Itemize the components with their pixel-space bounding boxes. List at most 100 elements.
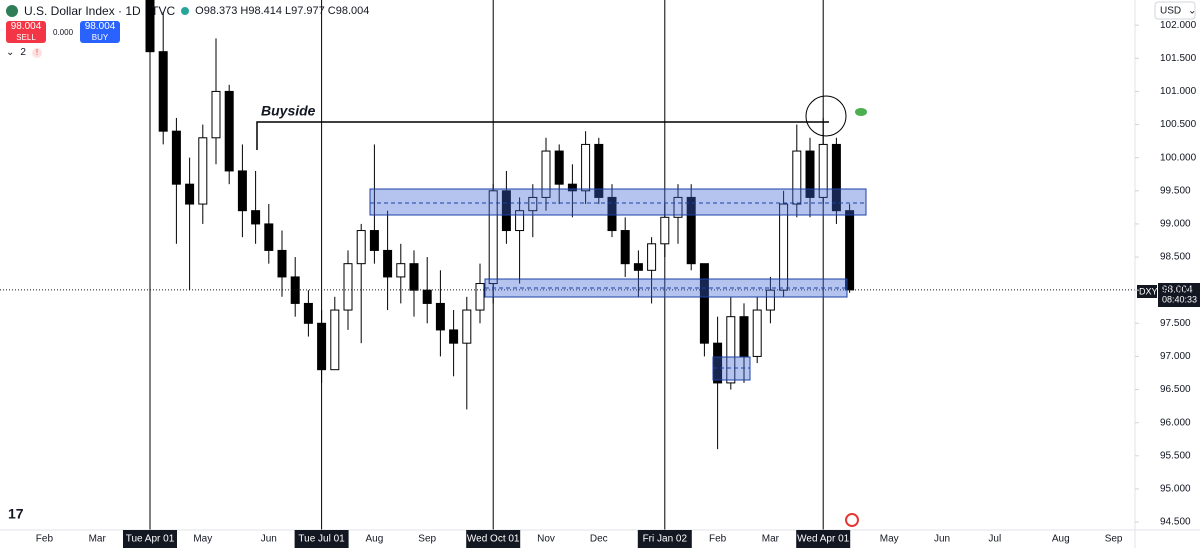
candle-body (581, 143, 591, 192)
event-icon (845, 513, 859, 527)
candle-body (779, 203, 789, 291)
y-tick-label: 98.500 (1160, 252, 1191, 263)
candle-body (660, 216, 670, 245)
countdown: 08:40:33 (1162, 294, 1197, 304)
x-tick-label: Jun (261, 534, 277, 545)
symbol-title[interactable]: U.S. Dollar Index · 1D · TVC (24, 4, 176, 18)
x-tick-label: Fri Jan 02 (643, 534, 688, 545)
symbol-logo (6, 5, 18, 17)
candle-body (541, 150, 551, 198)
candle-body (185, 183, 195, 205)
candle-body (171, 130, 181, 185)
candle-body (699, 263, 709, 344)
ohlc-label: L (284, 5, 292, 17)
candle-body (396, 263, 406, 278)
x-label-box (796, 530, 851, 548)
candle-body (237, 170, 247, 212)
indicator-count[interactable]: 2 (20, 47, 26, 58)
candle-body (673, 196, 683, 218)
buy-price: 98.004 (84, 21, 116, 32)
sell-price: 98.004 (10, 21, 42, 32)
candle-body (330, 309, 340, 371)
candle-body (356, 230, 366, 265)
buy-button[interactable]: 98.004 BUY (80, 21, 121, 43)
candle-body (765, 289, 775, 311)
y-tick-label: 96.500 (1160, 384, 1191, 395)
ohlc-value: 98.004 (335, 5, 370, 17)
status-dot (181, 7, 190, 15)
x-tick-label: Tue Jul 01 (298, 534, 345, 545)
candle-body (264, 223, 274, 251)
currency-select[interactable] (1154, 1, 1196, 20)
candle-body (409, 263, 419, 291)
candle-body (633, 263, 643, 271)
x-tick-label: Mar (762, 534, 780, 545)
warning-icon: ! (31, 47, 42, 58)
symbol: DXY (1139, 286, 1158, 296)
x-label-box (637, 530, 692, 548)
candle-body (831, 143, 841, 212)
zone (484, 278, 848, 298)
candle-body (317, 322, 327, 371)
x-tick-label: Aug (1052, 534, 1070, 545)
buy-label: BUY (91, 33, 109, 42)
ohlc-value: 98.373 (203, 5, 238, 17)
x-tick-label: Dec (590, 534, 608, 545)
candle-body (567, 183, 577, 192)
sell-button[interactable]: 98.004 SELL (6, 21, 46, 43)
x-label-box (466, 530, 521, 548)
candle-body (607, 196, 617, 232)
x-tick-label: Jul (988, 534, 1001, 545)
x-tick-label: May (193, 534, 212, 545)
candle-body (158, 51, 168, 132)
x-tick-label: Tue Apr 01 (126, 534, 175, 545)
ohlc-value: 97.977 (291, 5, 325, 17)
ohlc-label: C (327, 5, 336, 17)
zone (369, 188, 867, 216)
y-tick-label: 98.000 (1160, 285, 1191, 296)
x-tick-label: Feb (709, 534, 727, 545)
collapse-arrow[interactable]: ⌄ (6, 47, 15, 58)
x-label-box (294, 530, 349, 548)
candle-body (620, 230, 630, 265)
candle-body (594, 143, 604, 198)
x-tick-label: Mar (89, 534, 107, 545)
y-tick-label: 99.500 (1160, 185, 1191, 196)
x-tick-label: Wed Apr 01 (797, 534, 850, 545)
spread: 0.000 (53, 27, 74, 37)
candle-body (515, 210, 525, 232)
x-tick-label: Sep (418, 534, 436, 545)
sell-label: SELL (16, 33, 36, 42)
y-tick-label: 96.000 (1160, 417, 1191, 428)
candle-body (449, 329, 459, 344)
x-tick-label: May (880, 534, 899, 545)
candle-body (501, 190, 511, 232)
candle-body (792, 150, 802, 205)
currency[interactable]: USD (1160, 6, 1181, 17)
candle-body (554, 150, 564, 185)
circle (805, 95, 847, 137)
candle-body (422, 289, 432, 304)
candle-body (713, 342, 723, 384)
ohlc: O98.373 H98.414 L97.977 C98.004 (195, 5, 372, 17)
symbol-box (1137, 285, 1157, 298)
x-tick-label: Aug (366, 534, 384, 545)
x-tick-label: Jun (934, 534, 950, 545)
candle-body (343, 263, 353, 311)
candle-body (845, 210, 855, 291)
candle-body (647, 243, 657, 271)
price-tag: DXY 98.004 08:40:33 (1137, 283, 1200, 307)
y-tick-label: 100.500 (1160, 119, 1197, 130)
candle-body (475, 283, 485, 311)
candle-body (435, 302, 445, 331)
y-tick-label: 101.500 (1160, 53, 1197, 64)
y-tick-label: 94.500 (1160, 517, 1191, 528)
ohlc-label: H (240, 5, 249, 17)
candle-body (739, 316, 749, 357)
price: 98.004 (1162, 285, 1193, 296)
x-tick-label: Feb (36, 534, 54, 545)
candle-body (686, 196, 696, 265)
ohlc-label: O (195, 5, 204, 17)
buyside-label: Buyside (261, 103, 316, 119)
